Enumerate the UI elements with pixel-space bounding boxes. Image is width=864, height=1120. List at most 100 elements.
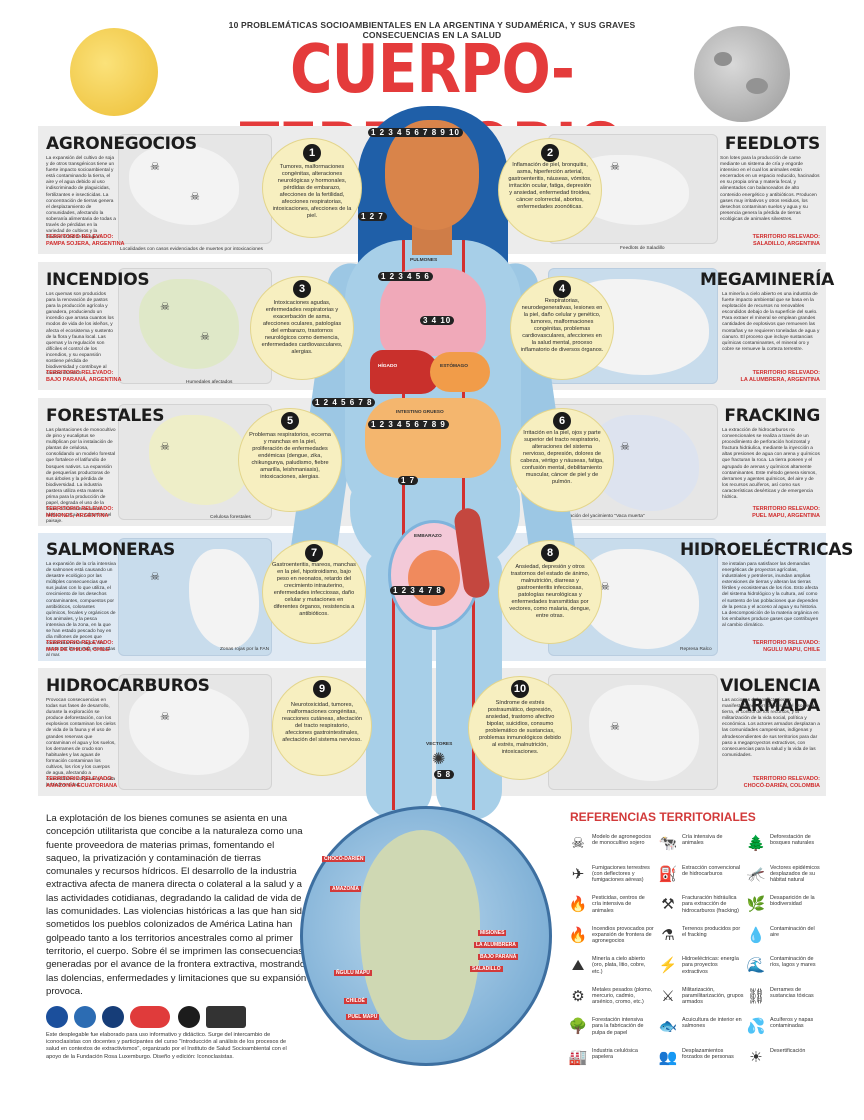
territory-hidroelectricas: TERRITORIO RELEVADO: NGULU MAPU, CHILE [752, 640, 820, 653]
logo [206, 1006, 246, 1028]
territory-agronegocios: TERRITORIO RELEVADO: PAMPA SOJERA, ARGENT… [46, 234, 125, 247]
map-label: LA ALUMBRERA [474, 942, 518, 948]
effect-text-6: Irritación en la piel, ojos y parte supe… [520, 430, 604, 485]
section-desc-salmoneras: La expansión de la cría intensiva de sal… [46, 562, 116, 659]
reference-icon: 🌊 [746, 957, 766, 974]
skull-icon: ☠ [190, 191, 200, 203]
legend-forestales: Celulosa forestales [210, 515, 251, 520]
territory-megamineria: TERRITORIO RELEVADO: LA ALUMBRERA, ARGENT… [740, 370, 820, 383]
section-desc-hidrocarburos: Provocan consecuencias en todas sus fase… [46, 698, 116, 789]
effect-text-5: Problemas respiratorios, eccema y mancha… [249, 432, 331, 480]
map-violencia [548, 674, 718, 790]
organ-label-stomach: ESTÓMAGO [440, 364, 468, 369]
reference-icon: ☠ [571, 835, 585, 852]
effect-number-4: 4 [553, 280, 571, 298]
reference-text: Minería a cielo abierto (oro, plata, lit… [592, 956, 646, 975]
reference-item: 💧 Contaminación del aire [746, 924, 824, 948]
effect-number-10: 10 [511, 680, 529, 698]
effect-text-7: Gastroenteritis, mareos, manchas en la p… [272, 562, 356, 617]
reference-icon: 💧 [746, 926, 766, 944]
effect-bubble-3 [250, 276, 354, 380]
organ-stomach [430, 352, 490, 392]
reference-item: ⚒ Fracturación hidráulica para extracción… [658, 893, 746, 917]
side-numbers: 1 2 4 5 6 7 8 [312, 398, 376, 407]
territory-salmoneras: TERRITORIO RELEVADO: MAR DE CHILOÉ, CHILE [46, 640, 114, 653]
map-incendios [118, 268, 272, 384]
section-title-fracking: FRACKING [724, 406, 820, 426]
head-numbers: 1 2 3 4 5 6 7 8 9 10 [368, 128, 463, 137]
reference-text: Derrames de sustancias tóxicas [770, 986, 814, 999]
section-desc-feedlots: Son lotes para la producción de carne me… [720, 156, 820, 222]
skull-icon: ☠ [150, 571, 160, 583]
section-title-hidroelectricas: HIDROELÉCTRICAS [680, 540, 854, 560]
bottom-numbers: 1 7 [398, 476, 419, 485]
reference-text: Terrenos producidos por el fracking [682, 925, 741, 938]
reference-item: 🔥 Incendios provocados por expansión de f… [568, 924, 656, 948]
reference-text: Vectores epidémicos desplazados de su há… [770, 864, 820, 884]
reference-text: Industria celulósica papelera [592, 1047, 638, 1060]
liver-numbers: 3 4 10 [420, 316, 455, 325]
skull-icon: ☠ [200, 331, 210, 343]
map-salmoneras [118, 538, 272, 656]
reference-icon: 🔥 [568, 926, 588, 944]
map-label: AMAZONÍA [330, 886, 361, 892]
legend-salmoneras: Zonas rojas por la FAN [220, 647, 270, 652]
organ-label-vectors: VECTORES [426, 742, 453, 747]
map-label: CHOCÓ-DARIÉN [322, 856, 366, 862]
section-title-forestales: FORESTALES [46, 406, 165, 426]
reference-icon: ⛓ [746, 987, 766, 1005]
reference-text: Modelo de agronegocios de monocultivo so… [592, 834, 652, 847]
effect-text-2: Inflamación de piel, bronquitis, asma, h… [508, 162, 592, 210]
reference-icon: 🌳 [568, 1018, 588, 1035]
reference-icon: ⛰ [571, 957, 585, 974]
reference-icon: ⛽ [658, 865, 678, 883]
moon-illustration [694, 26, 790, 122]
legend-fracking: Ubicación del yacimiento "Vaca muerta" [560, 514, 645, 519]
sun-illustration [70, 28, 158, 116]
organ-label-lungs: PULMONES [410, 258, 438, 263]
reference-text: Desertificación [770, 1047, 806, 1054]
skull-icon: ☠ [620, 441, 630, 453]
reference-text: Acuíferos y napas contaminadas [770, 1017, 814, 1030]
effect-text-4: Respiratorias, neurodegenerativas, lesio… [520, 298, 604, 353]
effect-number-3: 3 [293, 280, 311, 298]
reference-text: Metales pesados (plomo, mercurio, cadmio… [592, 986, 653, 1006]
reference-text: Contaminación de ríos, lagos y mares [770, 956, 816, 969]
section-title-agronegocios: AGRONEGOCIOS [46, 134, 197, 154]
map-label: MISIONES [478, 930, 507, 936]
reference-item: ✈ Fumigaciones terrestres (con deflectore… [568, 863, 656, 887]
reference-text: Fracturación hidráulica para extracción … [682, 895, 739, 914]
reference-item: 💦 Acuíferos y napas contaminadas [746, 1015, 824, 1039]
effect-number-6: 6 [553, 412, 571, 430]
reference-icon: 🦟 [746, 865, 766, 883]
reference-text: Pesticidas, centros de cría intensiva de… [592, 895, 645, 914]
vein [392, 560, 395, 810]
territory-forestales: TERRITORIO RELEVADO: MISIONES, ARGENTINA [46, 506, 114, 519]
effect-number-7: 7 [305, 544, 323, 562]
reference-text: Forestación intensiva para la fabricació… [592, 1017, 644, 1036]
reference-item: ⛰ Minería a cielo abierto (oro, plata, li… [568, 954, 656, 978]
effect-number-1: 1 [303, 144, 321, 162]
reference-item: ⚡ Hidroeléctricas: energía para proyectos… [658, 954, 746, 978]
reference-icon: 🏭 [568, 1048, 588, 1066]
legend-feedlots: Feedlots de Saladillo [620, 246, 665, 251]
section-desc-agronegocios: La expansión del cultivo de soja y de ot… [46, 156, 116, 241]
organ-lungs [380, 268, 486, 356]
logo [46, 1006, 68, 1028]
fetus-illustration [408, 550, 460, 606]
reference-item: 🌿 Desaparición de la biodiversidad [746, 893, 824, 917]
map-hidrocarburos [118, 674, 272, 790]
figure-face [385, 120, 479, 230]
reference-item: 🦟 Vectores epidémicos desplazados de su h… [746, 863, 824, 887]
effect-text-8: Ansiedad, depresión y otros trastornos d… [509, 564, 591, 619]
reference-icon: 🐄 [658, 835, 678, 852]
effect-text-9: Neurotoxicidad, tumores, malformaciones … [282, 702, 362, 743]
skull-icon: ☠ [160, 441, 170, 453]
reference-text: Hidroeléctricas: energía para proyectos … [682, 956, 739, 975]
territory-fracking: TERRITORIO RELEVADO: PUEL MAPU, ARGENTINA [752, 506, 820, 519]
gut-numbers: 1 2 3 4 5 6 7 8 9 [368, 420, 449, 429]
territory-incendios: TERRITORIO RELEVADO: BAJO PARANÁ, ARGENTI… [46, 370, 122, 383]
legend-hidroelectricas: Represa Ralco [680, 647, 712, 652]
credits-text: Este desplegable fue elaborado para uso … [46, 1032, 287, 1060]
section-title-feedlots: FEEDLOTS [724, 134, 820, 154]
